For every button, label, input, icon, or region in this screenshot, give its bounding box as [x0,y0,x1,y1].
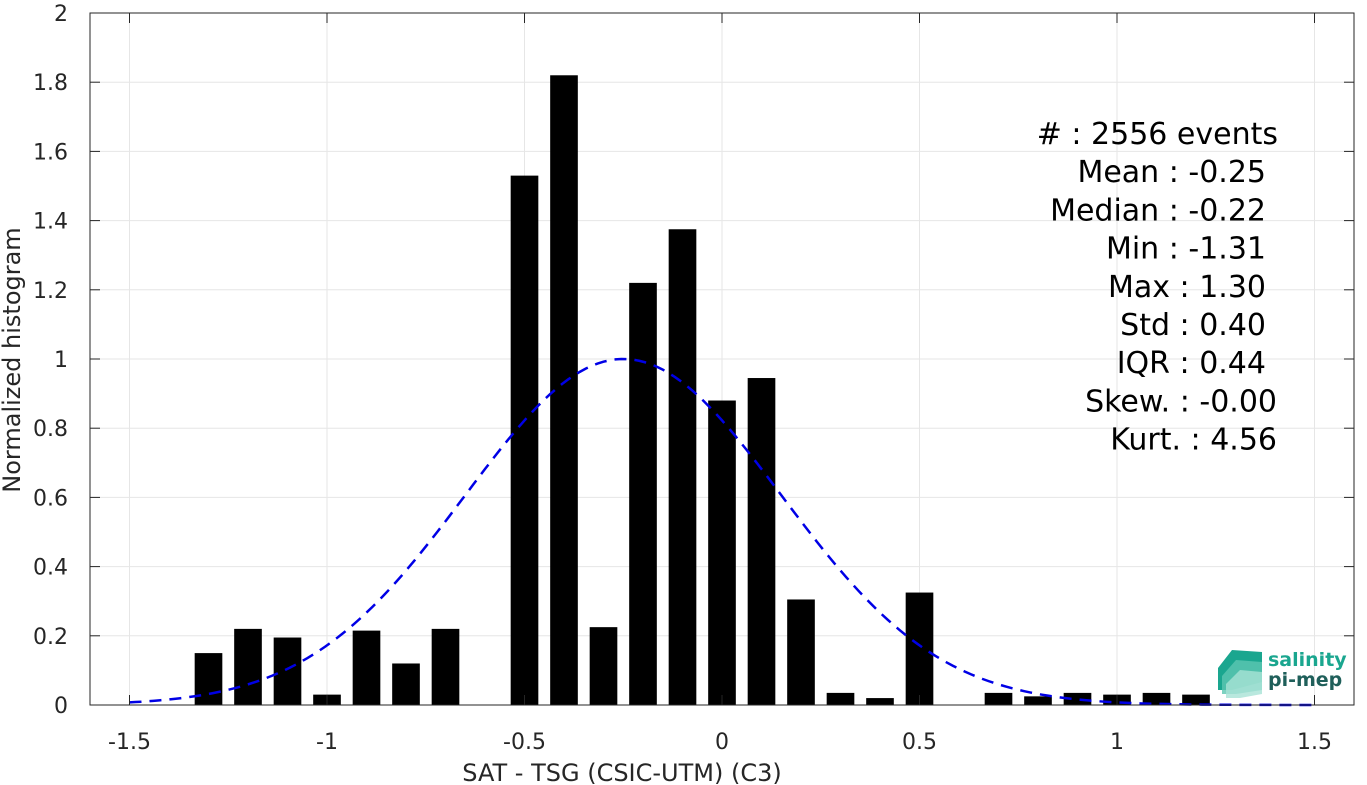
x-tick-label: 0 [715,730,729,755]
logo-text-pimep: pi-mep [1268,669,1342,691]
stats-line: Mean : -0.25 [1077,155,1266,190]
y-tick-label: 2 [54,2,68,27]
y-tick-label: 1.8 [33,71,68,96]
y-tick-label: 0.8 [33,417,68,442]
gaussian-fit-curve [129,357,1315,707]
logo-mark-icon [1218,650,1262,698]
salinity-pimep-logo: salinity pi-mep [1218,649,1347,698]
histogram-bar [392,663,420,705]
histogram-bar [668,229,697,705]
histogram-bar [787,599,815,705]
x-tick-label: 1.5 [1297,730,1332,755]
y-tick-label: 1.4 [33,210,68,235]
histogram-bar [1063,692,1092,705]
x-tick-label: -1 [316,730,338,755]
histogram-bar [1024,696,1052,705]
histogram-bars [194,75,1210,705]
y-tick-label: 0.2 [33,625,68,650]
stats-line: # : 2556 events [1037,117,1278,152]
stats-line: Max : 1.30 [1108,270,1266,305]
x-tick-label: -0.5 [503,730,546,755]
y-tick-label: 1.6 [33,140,68,165]
y-tick-label: 0.6 [33,486,68,511]
y-tick-label: 1.2 [33,279,68,304]
x-axis-label: SAT - TSG (CSIC-UTM) (C3) [462,759,781,785]
histogram-bar [352,630,381,705]
histogram-bar [510,175,539,705]
histogram-bar [589,627,618,705]
histogram-bar [629,282,657,705]
x-tick-label: 1 [1110,730,1124,755]
stats-line: Min : -1.31 [1106,232,1266,267]
histogram-bar [234,628,262,705]
histogram-bar [431,628,460,705]
histogram-bar [747,378,776,705]
histogram-bar [984,692,1013,705]
histogram-bar [194,653,223,705]
stats-line: Kurt. : 4.56 [1110,423,1277,458]
y-tick-label: 0.4 [33,556,68,581]
histogram-bar [1142,692,1171,705]
x-tick-label: 0.5 [902,730,937,755]
axis-ticks: -1.5 -1 -0.5 0 0.5 1 1.5 0 0.2 0.4 0.6 0.8 1 1.2 1.4 1.… [33,2,1354,755]
histogram-bar [273,637,302,705]
x-tick-label: -1.5 [108,730,151,755]
y-tick-label: 1 [54,348,68,373]
histogram-bar [1182,694,1210,705]
histogram-bar [905,592,934,705]
logo-text-salinity: salinity [1268,649,1347,671]
stats-line: Std : 0.40 [1120,308,1266,343]
histogram-bar [866,698,894,705]
histogram-bar [708,400,736,705]
y-tick-label: 0 [54,694,68,719]
stats-line: Skew. : -0.00 [1085,384,1277,419]
stats-line: IQR : 0.44 [1117,346,1266,381]
stats-line: Median : -0.22 [1050,193,1266,228]
y-axis-label: Normalized histogram [0,227,26,492]
histogram-bar [826,692,855,705]
